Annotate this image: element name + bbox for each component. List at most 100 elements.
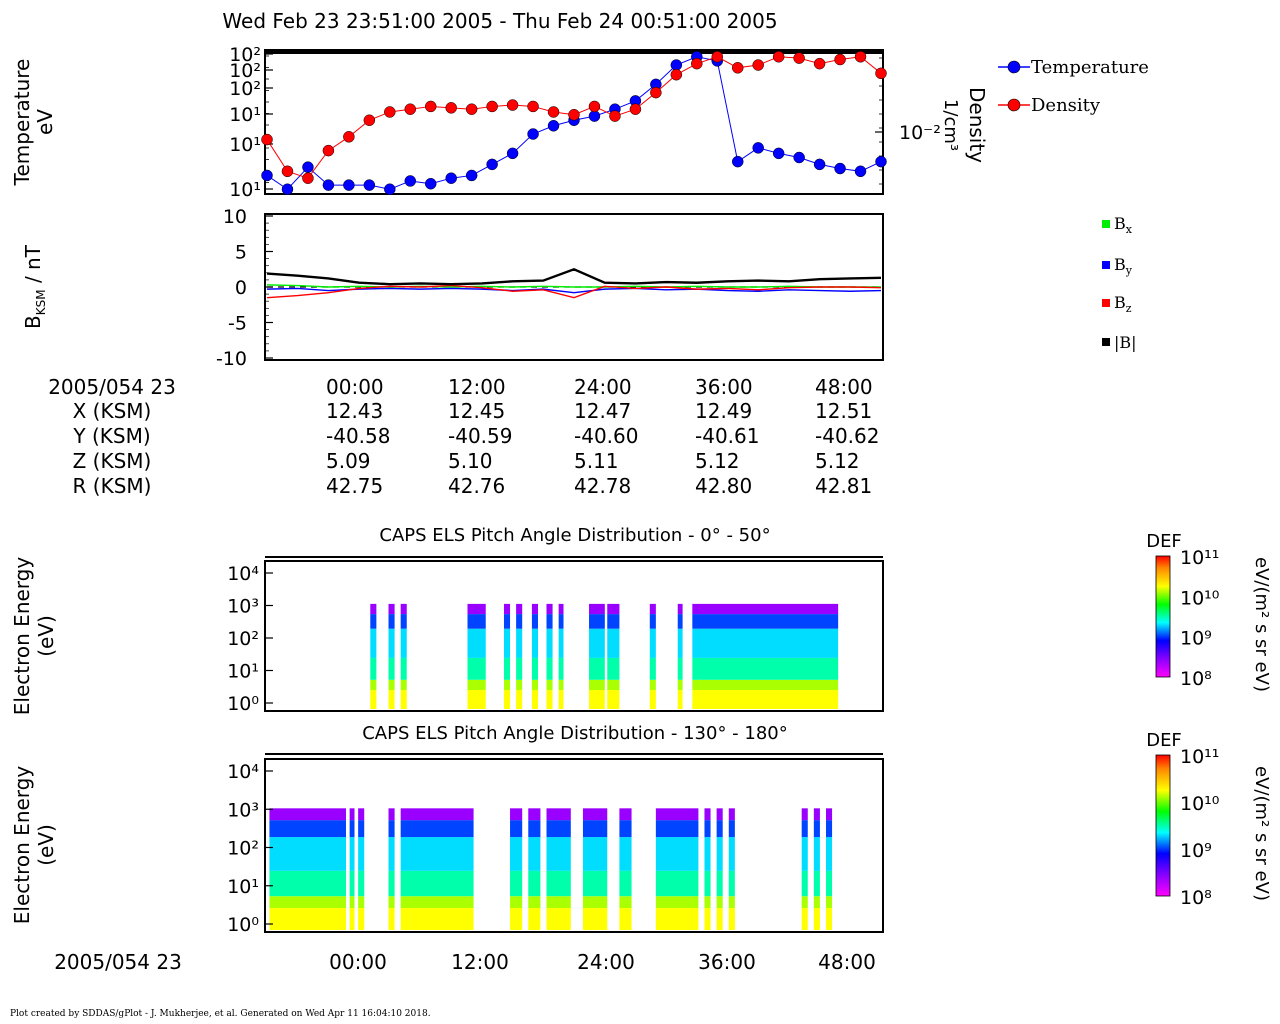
spectrogram-top-band	[649, 657, 656, 680]
legend-bz-sub: z	[1126, 302, 1132, 315]
legend-by-sub: y	[1125, 264, 1133, 277]
spectrogram-bottom-band	[510, 896, 523, 909]
ephemeris-cell: 12.43	[326, 399, 383, 423]
spectrogram-bottom-band	[655, 908, 699, 930]
spectrogram-top-band	[516, 603, 523, 615]
spectrogram-bottom-band	[801, 808, 808, 821]
spectrogram-bottom-band	[400, 896, 474, 909]
spectrogram-bottom-band	[716, 896, 723, 909]
colorbar-label: DEF	[1146, 531, 1182, 552]
spectrogram-top-band	[589, 690, 605, 709]
spectrogram-bottom-band	[349, 808, 355, 821]
ephemeris-cell: 00:00	[326, 375, 384, 399]
temperature-point	[506, 147, 519, 160]
density-point	[854, 51, 867, 63]
spectrogram-bottom-band	[546, 808, 571, 821]
spectrogram-bottom-band	[801, 820, 808, 838]
spectrogram-bottom-band	[269, 908, 346, 930]
spectrogram-bottom-band	[825, 870, 833, 897]
plasma-legend: Temperature Density	[998, 57, 1149, 116]
colorbar-unit: eV/(m² s sr eV)	[1251, 557, 1272, 692]
spectrogram-bottom-band	[510, 908, 523, 930]
spectrogram-bottom-band	[704, 908, 711, 930]
legend-density-marker	[1007, 98, 1021, 112]
density-point	[691, 57, 703, 70]
density-point	[404, 103, 417, 115]
spectrogram-bottom-band	[582, 820, 608, 838]
spectrogram-bottom-band	[716, 820, 723, 838]
temperature-point	[302, 161, 314, 173]
spectrogram-top-band	[467, 603, 486, 615]
spectrogram-top-band	[516, 657, 523, 680]
spectrogram-bottom-band	[528, 820, 541, 838]
spectrogram-top-band	[388, 679, 395, 691]
spectrogram-bottom-band	[813, 870, 820, 897]
spectrogram-top-band	[388, 628, 395, 658]
plasma-left-tick-label: 10¹	[229, 134, 261, 156]
spectrogram-top-band	[503, 690, 511, 709]
spectrogram-bottom-band	[825, 908, 833, 930]
temperature-point	[793, 151, 805, 164]
density-point	[793, 52, 805, 64]
spectrogram-bottom-title: CAPS ELS Pitch Angle Distribution - 130°…	[362, 723, 788, 744]
colorbar-tick-label: 10⁸	[1180, 887, 1212, 909]
spectrogram-top-tick-label: 10²	[227, 628, 259, 650]
spectrogram-bottom-band	[269, 820, 346, 838]
spectrogram-bottom-band	[528, 837, 541, 871]
density-point	[506, 99, 519, 111]
spectrogram-bottom-band	[655, 870, 699, 897]
spectrogram-top-band	[692, 628, 839, 658]
spectrogram-bottom-band	[655, 837, 699, 871]
spectrogram-top-band	[503, 614, 511, 629]
spectrogram-bottom-band	[528, 896, 541, 909]
spectrogram-bottom-band	[388, 870, 395, 897]
mag-axis-label-main: B	[21, 315, 45, 329]
ephemeris-row-label: R (KSM)	[73, 474, 152, 498]
spectrogram-bottom-band	[704, 870, 711, 897]
temperature-point	[465, 169, 478, 182]
spectrogram-bottom-band	[358, 870, 365, 897]
spectrogram-bottom-band	[582, 837, 608, 871]
spectrogram-top-band	[677, 679, 683, 691]
colorbar-tick-label: 10¹⁰	[1180, 793, 1219, 815]
density-point	[650, 86, 662, 99]
colorbar	[1155, 555, 1171, 678]
ephemeris-cell: -40.60	[574, 424, 638, 448]
spectrogram-top-band	[531, 679, 538, 691]
spectrogram-bottom-yunit: (eV)	[34, 824, 58, 866]
plot-title: Wed Feb 23 23:51:00 2005 - Thu Feb 24 00…	[222, 9, 777, 33]
spectrogram-top-band	[607, 603, 620, 615]
temperature-axis-label: Temperature	[10, 59, 34, 187]
spectrogram-top-band	[692, 603, 839, 615]
spectrogram-top-band	[388, 657, 395, 680]
density-point	[588, 100, 601, 113]
ephemeris-cell: 42.76	[448, 474, 505, 498]
spectrogram-bottom-band	[400, 837, 474, 871]
spectrogram-bottom-band	[388, 820, 395, 838]
spectrogram-bottom-tick-label: 10⁴	[227, 761, 259, 783]
temperature-point	[424, 177, 437, 190]
spectrogram-bottom-band	[801, 870, 808, 897]
ephemeris-cell: 48:00	[815, 375, 873, 399]
spectrogram-bottom-band	[269, 808, 346, 821]
spectrogram-bottom-band	[546, 837, 571, 871]
spectrogram-top-band	[388, 614, 395, 629]
density-point	[772, 51, 785, 63]
density-point	[384, 106, 396, 118]
spectrogram-bottom-band	[546, 870, 571, 897]
spectrogram-top-band	[677, 657, 683, 680]
legend-by-swatch	[1102, 261, 1110, 269]
density-point	[609, 110, 621, 122]
density-point	[527, 100, 539, 113]
legend-bx-swatch	[1102, 220, 1110, 228]
spectrogram-top-band	[516, 690, 523, 709]
by-line	[266, 287, 882, 294]
legend-btot-label: |B|	[1114, 333, 1137, 352]
temperature-point	[363, 179, 376, 191]
colorbar-tick-label: 10⁹	[1180, 628, 1212, 650]
spectrogram-bottom-band	[716, 870, 723, 897]
spectrogram-bottom-band	[716, 808, 723, 821]
plasma-left-tick-label: 10¹	[229, 179, 261, 201]
mag-legend: Bx By Bz |B|	[1102, 214, 1137, 352]
